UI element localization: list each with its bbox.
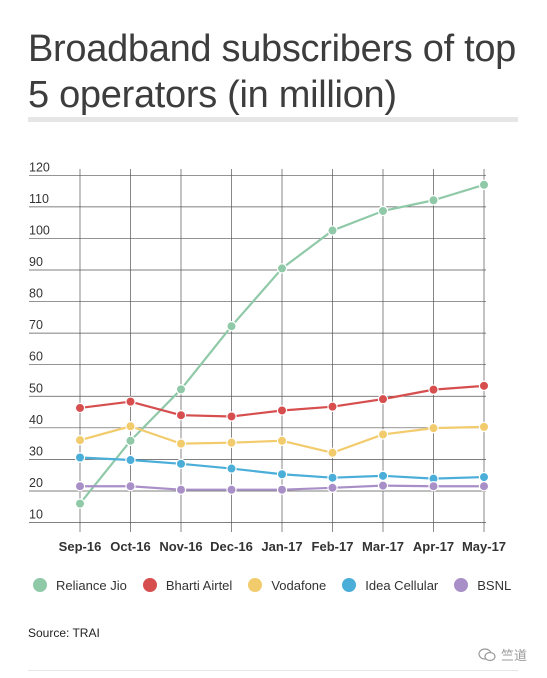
legend-label: BSNL (477, 577, 512, 593)
y-tick-label: 100 (29, 223, 50, 237)
x-tick-label: Sep-16 (59, 539, 102, 554)
legend-item: Idea Cellular (342, 578, 438, 593)
watermark: 竺道 (478, 645, 527, 664)
y-axis-ticks: 10 20 30 40 50 60 70 80 90 100 110 120 (29, 160, 50, 521)
data-point (327, 447, 338, 458)
legend-item: Bharti Airtel (142, 577, 233, 593)
data-point (377, 393, 389, 405)
x-tick-label: Oct-16 (110, 539, 150, 554)
data-point (175, 438, 187, 449)
line-chart: 10 20 30 40 50 60 70 80 90 100 110 120 Sep-16 Oct-16… (29, 160, 506, 554)
data-point (226, 484, 237, 495)
data-point (327, 225, 338, 236)
data-point (74, 434, 86, 446)
series-bharti-airtel (74, 380, 490, 422)
data-point (125, 435, 136, 446)
y-tick-label: 40 (29, 413, 43, 427)
data-point (327, 472, 338, 483)
data-point (226, 463, 237, 474)
data-point (478, 421, 490, 433)
data-point (226, 411, 237, 422)
wechat-icon (478, 647, 496, 661)
data-point (74, 481, 86, 492)
legend-item: Vodafone (248, 578, 326, 593)
data-point (327, 401, 338, 412)
data-point (74, 498, 86, 509)
data-point (428, 195, 439, 206)
legend-swatch (142, 578, 157, 592)
title-divider (28, 117, 518, 122)
y-tick-label: 20 (29, 476, 43, 490)
footer-divider (28, 670, 518, 671)
data-point (478, 380, 490, 392)
watermark-text: 竺道 (500, 649, 527, 664)
data-point (478, 179, 490, 190)
data-point (276, 405, 288, 416)
series-idea-cellular (74, 452, 490, 484)
chart-title: Broadband subscribers of top 5 operators… (28, 28, 517, 116)
data-point (377, 205, 389, 217)
x-tick-label: Nov-16 (159, 539, 202, 554)
y-tick-label: 10 (29, 508, 43, 522)
legend-label: Idea Cellular (365, 577, 439, 593)
legend-swatch (342, 578, 357, 592)
y-tick-label: 120 (29, 160, 50, 174)
data-point (377, 470, 389, 482)
data-point (428, 422, 439, 434)
data-point (276, 263, 288, 274)
chart-series (74, 179, 490, 509)
x-tick-label: Apr-17 (413, 539, 454, 554)
data-point (125, 454, 136, 466)
data-point (327, 482, 338, 494)
series-reliance-jio (74, 179, 490, 509)
data-point (276, 469, 288, 480)
data-point (276, 484, 288, 495)
data-point (125, 481, 136, 492)
x-tick-label: Dec-16 (210, 539, 253, 554)
data-point (175, 384, 187, 395)
data-point (377, 480, 389, 491)
legend-swatch (454, 578, 469, 592)
data-point (226, 437, 237, 448)
legend-label: Bharti Airtel (165, 577, 233, 593)
data-point (125, 421, 136, 432)
y-tick-label: 60 (29, 350, 43, 364)
data-point (428, 481, 439, 492)
legend-swatch (33, 578, 47, 592)
x-tick-label: Mar-17 (362, 539, 404, 554)
x-tick-label: Jan-17 (261, 539, 302, 554)
legend-label: Reliance Jio (56, 577, 127, 593)
data-point (478, 481, 490, 492)
data-point (74, 402, 86, 414)
x-tick-label: May-17 (462, 539, 506, 554)
y-tick-label: 110 (29, 192, 49, 206)
series-bsnl (74, 480, 490, 495)
y-tick-label: 80 (29, 287, 43, 301)
x-tick-label: Feb-17 (312, 539, 354, 554)
source-note: Source: TRAI (28, 626, 100, 640)
data-point (74, 452, 86, 463)
x-axis-ticks: Sep-16 Oct-16 Nov-16 Dec-16 Jan-17 Feb-17 Mar-… (59, 539, 506, 554)
legend-label: Vodafone (271, 577, 327, 593)
data-point (175, 458, 187, 470)
data-point (478, 471, 490, 483)
chart-legend: Reliance Jio Bharti Airtel Vodafone Idea Ce… (33, 574, 533, 596)
series-vodafone (74, 421, 490, 458)
data-point (428, 384, 439, 395)
y-tick-label: 90 (29, 255, 43, 269)
data-point (125, 396, 136, 407)
y-tick-label: 50 (29, 381, 43, 395)
y-tick-label: 30 (29, 444, 43, 458)
data-point (175, 410, 187, 421)
legend-item: Reliance Jio (33, 578, 127, 593)
data-point (377, 429, 389, 440)
data-point (175, 484, 187, 495)
data-point (276, 435, 288, 446)
y-tick-label: 70 (29, 318, 43, 332)
legend-item: BSNL (454, 578, 511, 593)
legend-swatch (248, 578, 263, 592)
chart-grid (29, 169, 486, 532)
data-point (226, 320, 237, 332)
